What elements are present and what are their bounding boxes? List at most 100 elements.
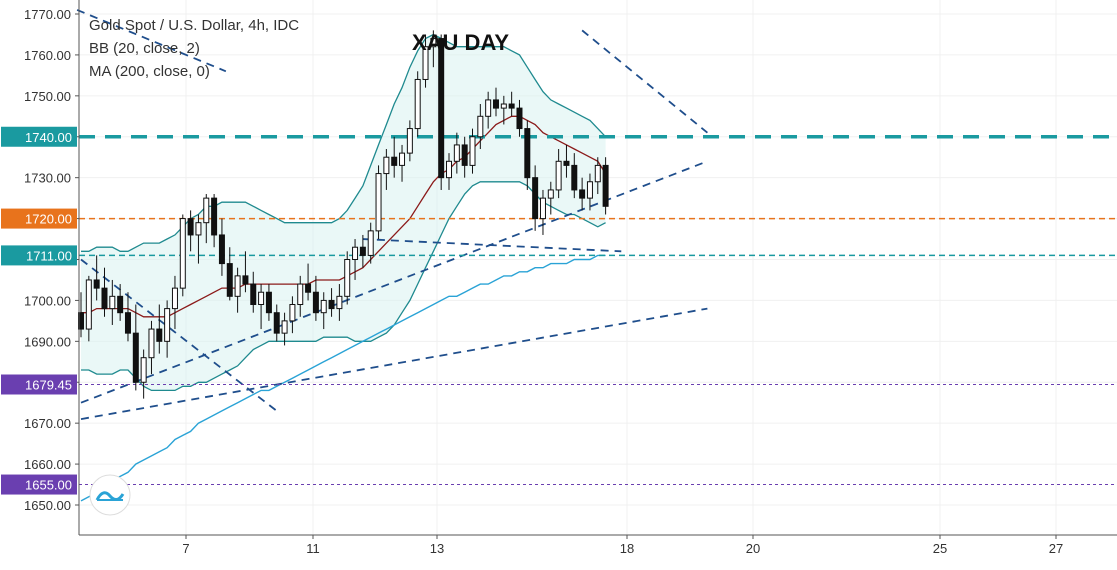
candle-body — [117, 295, 124, 314]
candle — [211, 194, 218, 248]
candle — [485, 91, 492, 129]
candle-body — [312, 291, 319, 314]
candle-body — [336, 295, 343, 310]
candle-body — [258, 291, 265, 306]
candle — [124, 292, 131, 342]
candle — [273, 304, 280, 342]
y-tick-label: 1750.00 — [24, 89, 71, 104]
candle-body — [187, 218, 194, 236]
candle — [602, 157, 609, 215]
level-tag — [1, 208, 77, 229]
candle — [305, 263, 312, 301]
candle-body — [101, 287, 108, 310]
candle-body — [328, 299, 335, 310]
level-tag-label: 1679.45 — [25, 378, 72, 393]
x-tick-label: 13 — [430, 541, 444, 556]
x-axis: 7 11 13 18 20 25 27 — [79, 534, 1117, 556]
y-tick-label: 1730.00 — [24, 171, 71, 186]
candle — [547, 181, 554, 215]
candle-body — [516, 107, 523, 130]
bollinger-band-area — [81, 34, 606, 391]
candle-body — [579, 189, 586, 199]
candle — [289, 296, 296, 334]
candle — [579, 177, 586, 211]
candle-body — [289, 304, 296, 322]
candle-body — [250, 283, 257, 306]
candle — [203, 194, 210, 244]
candle — [406, 120, 413, 162]
x-tick-label: 20 — [746, 541, 760, 556]
candle — [336, 284, 343, 321]
level-tag-label: 1711.00 — [26, 248, 72, 263]
candle-body — [453, 144, 460, 162]
candle — [438, 34, 445, 190]
candle-body — [406, 128, 413, 154]
candle — [586, 173, 593, 211]
candle-body — [234, 275, 241, 297]
level-tag — [1, 374, 77, 395]
y-axis: 1650.001660.001670.001680.001690.001700.… — [24, 0, 80, 535]
candle — [117, 284, 124, 321]
candle-body — [539, 197, 546, 220]
candle-body — [156, 328, 163, 342]
legend-entry: MA (200, close, 0) — [89, 63, 210, 80]
candle-body — [171, 287, 178, 310]
candle-body — [555, 160, 562, 191]
y-tick-label: 1700.00 — [24, 293, 71, 308]
candle — [594, 157, 601, 195]
candle — [414, 71, 421, 137]
x-tick-label: 25 — [933, 541, 947, 556]
candle — [218, 218, 225, 276]
candle-body — [438, 38, 445, 179]
candle — [320, 292, 327, 330]
candle — [383, 149, 390, 190]
bollinger-upper-line — [81, 33, 607, 252]
candle — [359, 234, 366, 268]
candle — [258, 284, 265, 330]
candle-body — [226, 263, 233, 297]
candle — [391, 136, 398, 178]
candle — [461, 136, 468, 178]
trendlines — [76, 9, 708, 420]
candle — [93, 255, 100, 301]
candle — [85, 275, 92, 342]
candle — [140, 349, 147, 399]
candle-body — [547, 189, 554, 199]
candle — [164, 300, 171, 358]
candle — [297, 275, 304, 317]
candles — [78, 30, 609, 399]
candle — [539, 189, 546, 235]
candle — [508, 91, 515, 117]
candle — [524, 120, 531, 190]
candle — [367, 222, 374, 264]
candle-body — [571, 164, 578, 191]
candle — [156, 304, 163, 354]
bollinger-lower-line — [81, 181, 606, 392]
candle-body — [391, 156, 398, 166]
candle — [344, 251, 351, 305]
candle — [148, 320, 155, 375]
bollinger-band-fill — [81, 34, 606, 391]
candle-body — [367, 230, 374, 256]
x-tick-label: 27 — [1049, 541, 1063, 556]
candle-body — [203, 197, 210, 224]
candle-body — [399, 152, 406, 166]
candle — [375, 165, 382, 240]
candle-body — [469, 136, 476, 166]
candle-body — [195, 222, 202, 236]
candle-body — [383, 156, 390, 175]
candle — [265, 284, 272, 321]
candle — [101, 267, 108, 317]
candle — [195, 214, 202, 264]
candle-body — [594, 164, 601, 183]
candle-body — [524, 128, 531, 179]
candle-body — [85, 279, 92, 330]
candle — [532, 165, 539, 231]
level-tags: 1740.00 1720.00 1711.00 1679.45 1655.00 — [1, 126, 77, 495]
level-tag-label: 1740.00 — [25, 130, 72, 145]
candle — [328, 288, 335, 317]
candle — [399, 144, 406, 182]
candle — [250, 271, 257, 313]
tradingview-logo-icon[interactable] — [89, 474, 131, 516]
